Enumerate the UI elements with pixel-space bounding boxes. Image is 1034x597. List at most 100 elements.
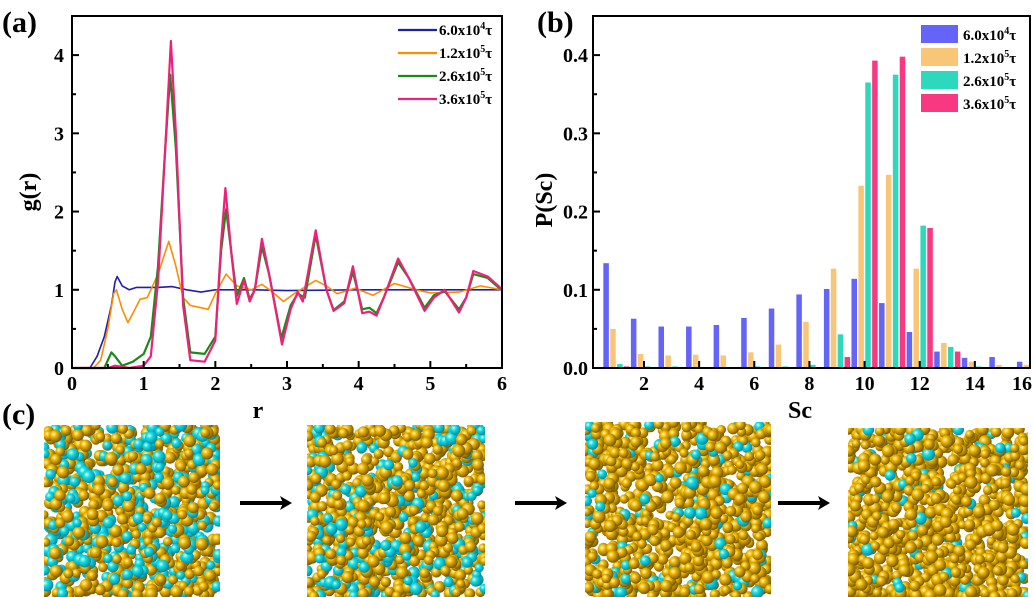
- bar-3-13: [954, 351, 961, 368]
- bar-0-7: [768, 308, 775, 368]
- bar-1-3: [665, 355, 671, 368]
- bar-1-13: [941, 342, 947, 368]
- bar-0-9: [823, 288, 830, 368]
- bar-0-10: [851, 278, 857, 368]
- x-tick-label: 2: [639, 373, 649, 395]
- panel-label-c: (c): [2, 398, 35, 431]
- bar-0-8: [796, 294, 802, 368]
- legend-label-0: 6.0x104τ: [963, 26, 1016, 44]
- bar-2-1: [617, 364, 623, 368]
- x-axis-label: Sc: [788, 398, 812, 424]
- simulation-snapshot-4: [848, 428, 1028, 597]
- legend-label-2: 2.6x105τ: [963, 72, 1016, 90]
- y-axis-label: g(r): [16, 173, 42, 212]
- y-tick-label: 0.2: [563, 202, 588, 224]
- y-tick-label: 4: [54, 45, 64, 67]
- bar-0-3: [658, 326, 664, 368]
- x-tick-label: 0: [67, 373, 77, 395]
- arrow-icon: [240, 496, 292, 510]
- snapshot-row: [44, 422, 1028, 597]
- arrow-icon: [778, 496, 830, 510]
- x-tick-label: 6: [749, 373, 759, 395]
- y-tick-label: 2: [54, 202, 64, 224]
- y-axis-label: P(Sc): [532, 173, 558, 228]
- x-tick-label: 1: [139, 373, 149, 395]
- bar-3-10: [872, 60, 878, 368]
- bar-1-14: [968, 361, 975, 368]
- legend-label-3: 3.6x105τ: [439, 90, 492, 108]
- plot-frame: [592, 15, 1031, 369]
- x-tick-label: 8: [804, 373, 814, 395]
- legend-swatch-2: [921, 71, 958, 89]
- legend-label-0: 6.0x104τ: [439, 21, 492, 39]
- y-tick-label: 3: [54, 123, 64, 145]
- bar-2-9: [837, 334, 844, 368]
- bar-2-8: [810, 364, 816, 368]
- bar-1-2: [637, 353, 644, 368]
- simulation-snapshot-3: [585, 422, 771, 597]
- bar-0-15: [989, 357, 995, 368]
- bar-0-6: [741, 317, 747, 368]
- x-tick-label: 3: [282, 373, 292, 395]
- bar-0-2: [630, 318, 637, 368]
- series-line-3: [72, 39, 503, 370]
- y-tick-label: 0.1: [563, 280, 588, 302]
- y-tick-label: 1: [54, 280, 64, 302]
- x-tick-label: 6: [497, 373, 507, 395]
- bar-0-14: [961, 357, 968, 368]
- x-tick-label: 10: [855, 373, 875, 395]
- panel-label-b: (b): [537, 6, 574, 39]
- bar-0-4: [686, 326, 692, 368]
- simulation-snapshot-2: [307, 425, 485, 597]
- bar-1-15: [996, 364, 1002, 368]
- bar-1-9: [830, 268, 837, 368]
- bar-1-5: [720, 355, 727, 368]
- x-tick-label: 5: [425, 373, 435, 395]
- bar-1-7: [775, 344, 782, 368]
- bar-2-12: [920, 225, 926, 368]
- bar-2-13: [947, 346, 954, 368]
- y-tick-label: 0.0: [563, 358, 588, 380]
- legend-label-1: 1.2x105τ: [439, 44, 492, 62]
- y-tick-label: 0: [54, 358, 64, 380]
- legend-label-3: 3.6x105τ: [963, 95, 1016, 113]
- x-tick-label: 14: [965, 373, 985, 395]
- bar-0-5: [713, 324, 720, 368]
- bar-1-11: [885, 174, 892, 368]
- series-line-0: [72, 275, 502, 369]
- bar-3-11: [899, 56, 906, 368]
- legend-label-2: 2.6x105τ: [439, 67, 492, 85]
- x-tick-label: 4: [694, 373, 704, 395]
- bar-0-1: [603, 263, 609, 368]
- simulation-snapshot-1: [44, 425, 220, 597]
- bar-2-10: [865, 82, 871, 368]
- legend-swatch-3: [921, 94, 958, 112]
- y-tick-label: 0.4: [563, 45, 588, 67]
- chart-b-psc: 2 4 6 8 10 12 14 16 0.0 0.1 0.2 0.3 0.4 Sc P(Sc) 6.0x10…: [532, 15, 1032, 424]
- bar-2-11: [892, 74, 899, 369]
- x-tick-label: 12: [910, 373, 930, 395]
- bar-0-13: [934, 351, 940, 368]
- legend-swatch-0: [921, 25, 958, 43]
- bar-3-12: [927, 227, 933, 368]
- x-tick-label: 4: [354, 373, 364, 395]
- series-line-1: [72, 240, 503, 369]
- bar-1-8: [803, 321, 809, 368]
- chart-a-gr: 0 1 2 3 4 5 6 0 1 2 3 4 r g(r) 6.0x104τ 1.2x105τ 2.6x105…: [16, 15, 507, 424]
- bar-0-12: [906, 332, 913, 368]
- bar-1-16: [1023, 364, 1030, 368]
- bar-0-16: [1016, 361, 1023, 368]
- panel-label-a: (a): [2, 6, 37, 39]
- y-tick-label: 0.3: [563, 123, 588, 145]
- bar-3-9: [844, 357, 851, 368]
- legend-label-1: 1.2x105τ: [963, 49, 1016, 67]
- x-axis-label: r: [253, 398, 264, 424]
- arrow-icon: [515, 496, 567, 510]
- bar-1-1: [610, 328, 616, 368]
- x-tick-label: 16: [1012, 373, 1032, 395]
- bar-1-6: [748, 352, 754, 368]
- x-tick-label: 2: [210, 373, 220, 395]
- bar-1-10: [858, 185, 864, 368]
- bar-0-11: [879, 303, 885, 368]
